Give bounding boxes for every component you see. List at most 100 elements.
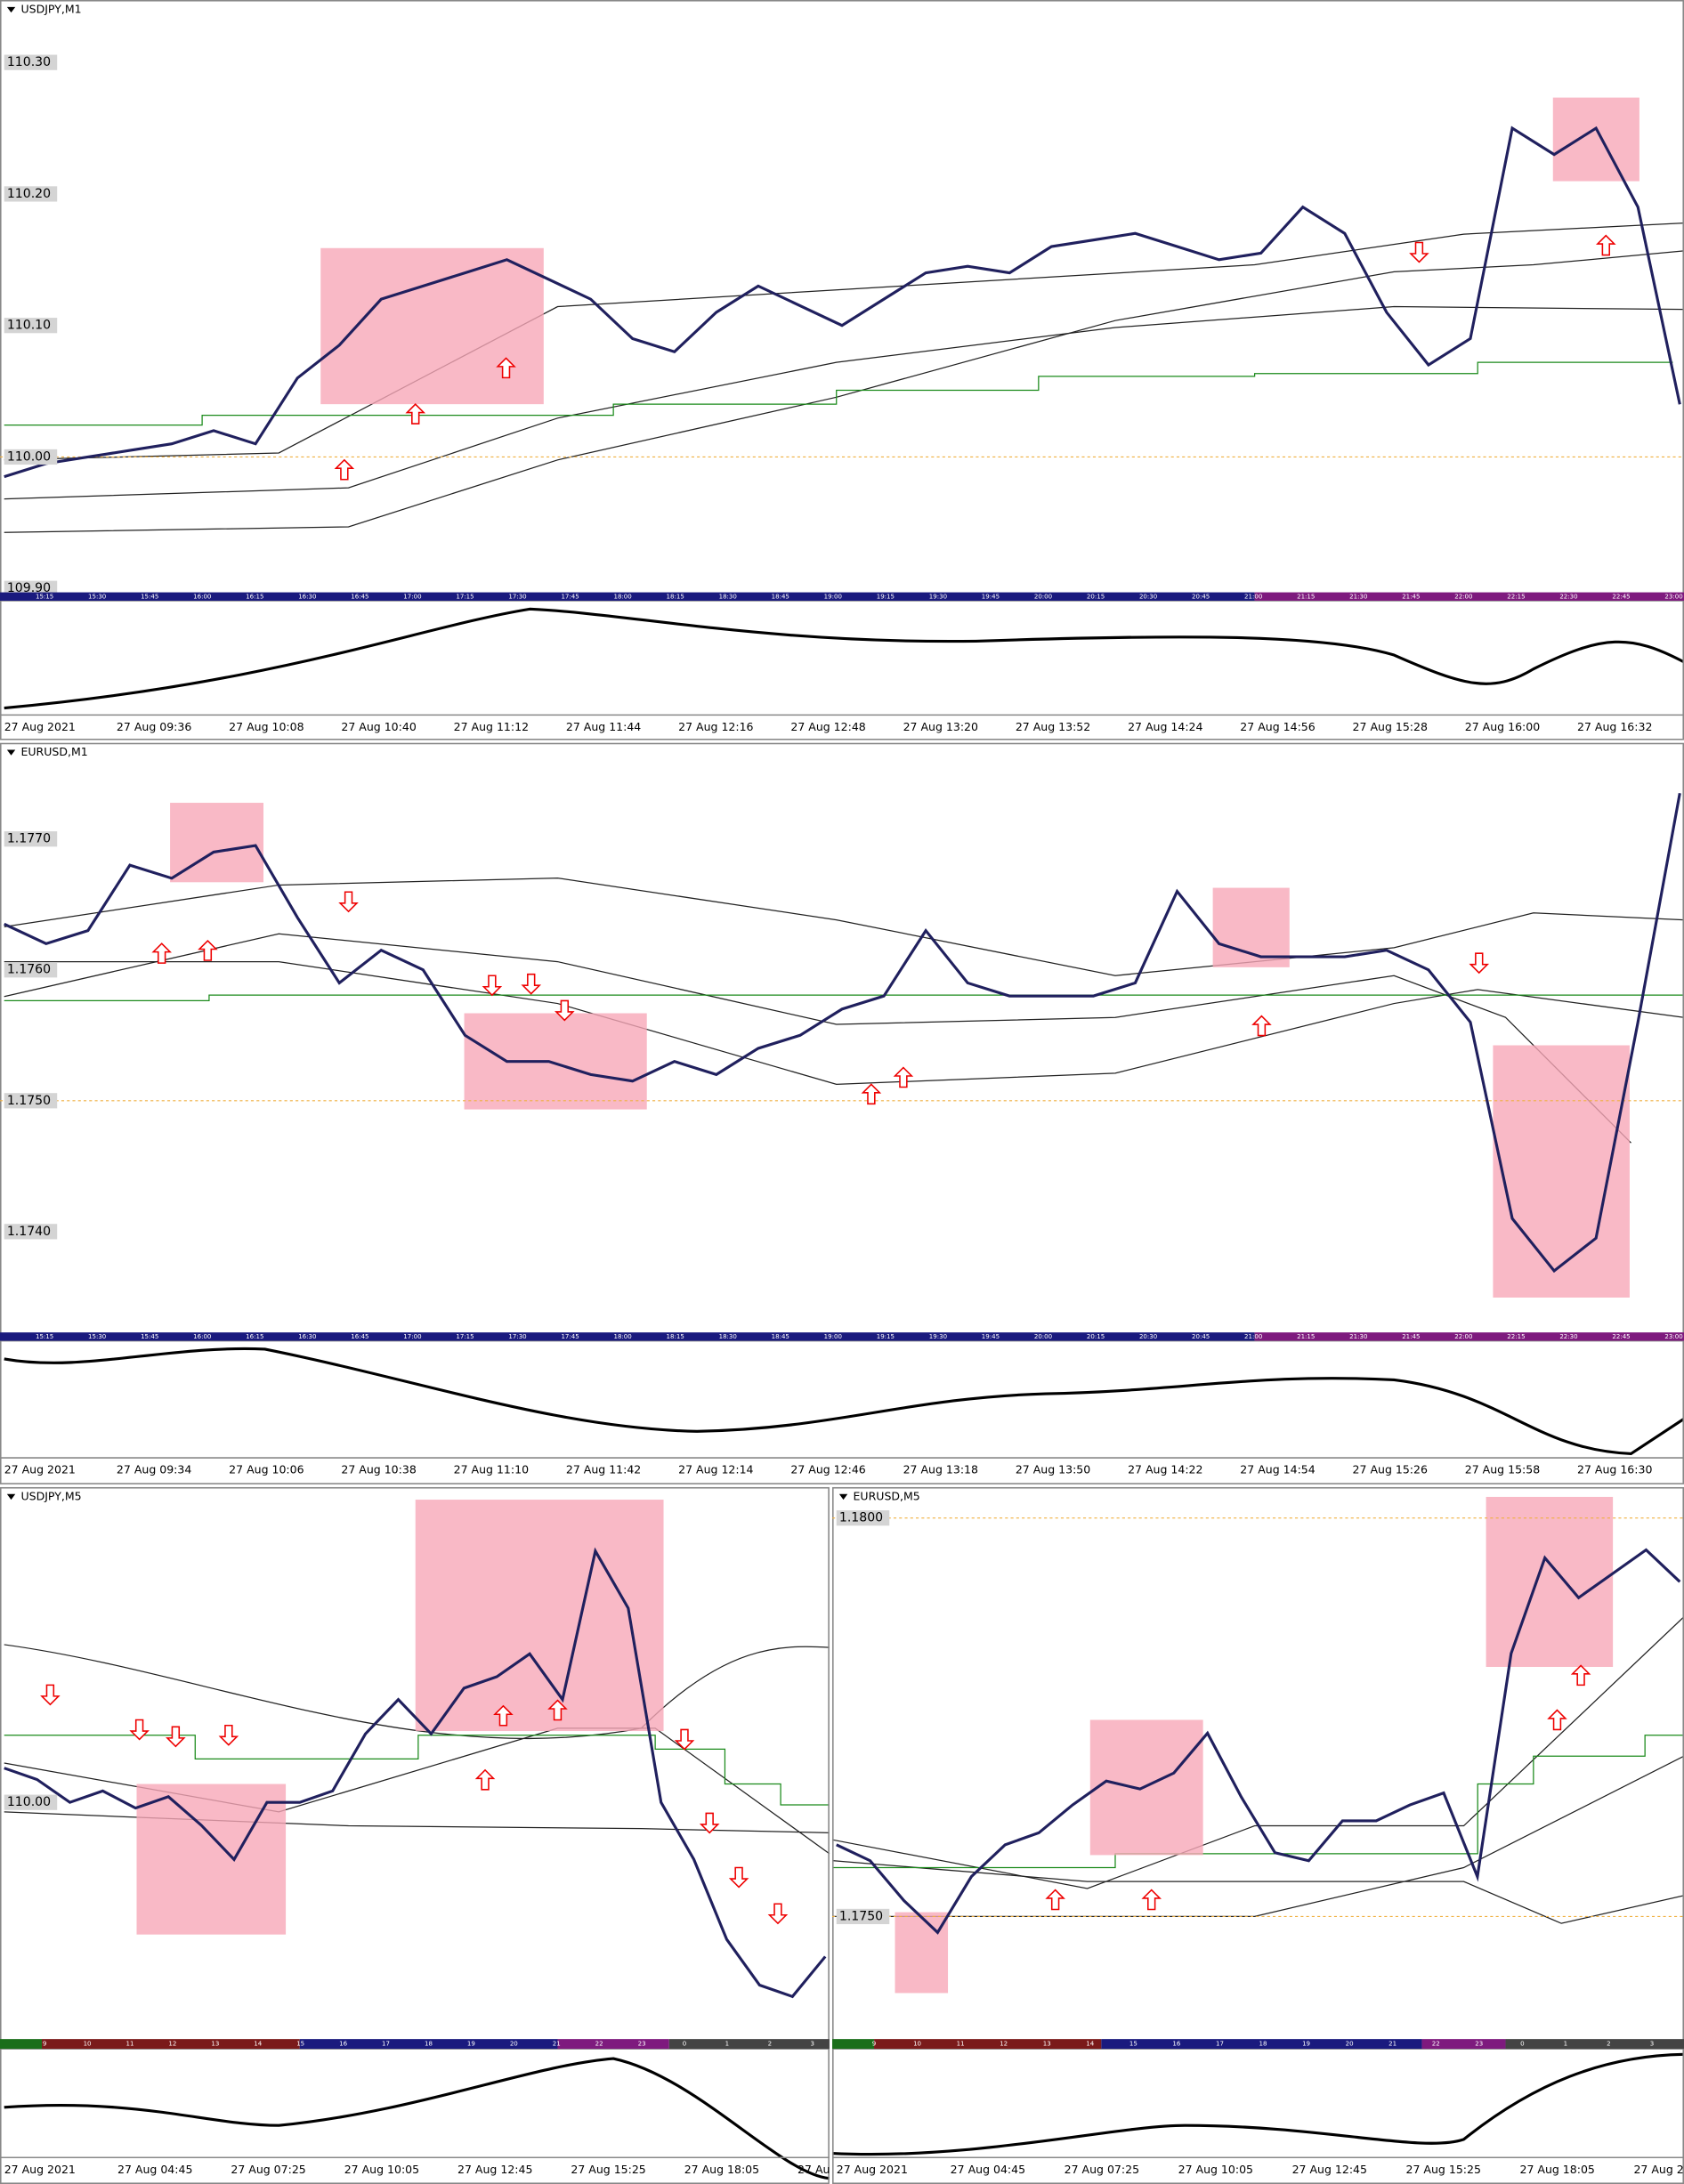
- time-strip-label: 21:00: [1244, 1332, 1262, 1340]
- date-label: 27 Aug 15:58: [1465, 1463, 1540, 1476]
- time-strip-label: 21:15: [1297, 1332, 1315, 1340]
- date-label: 27 Aug 04:45: [117, 2163, 192, 2176]
- panel-frame: [0, 742, 1684, 1484]
- time-strip: [1505, 2039, 1684, 2050]
- price-label: 1.1740: [7, 1225, 51, 1239]
- time-strip-label: 23: [638, 2040, 646, 2048]
- time-strip-label: 14: [254, 2040, 262, 2048]
- time-strip-label: 10: [84, 2040, 92, 2048]
- price-label-bg: [4, 449, 58, 465]
- indicator: [4, 1347, 1684, 1455]
- panel-title: USDJPY,M1: [20, 2, 81, 15]
- date-label: 27 Aug 10:06: [229, 1463, 304, 1476]
- arrow-up: [1045, 1889, 1065, 1911]
- price-label-bg: [4, 54, 58, 70]
- time-strip-label: 3: [1650, 2040, 1654, 2048]
- date-label: 27 Au: [797, 2163, 830, 2176]
- time-strip: [1101, 2039, 1422, 2050]
- time-strip-label: 18:00: [613, 1332, 631, 1340]
- time-strip-label: 19: [467, 2040, 475, 2048]
- arrow-down: [521, 973, 542, 995]
- time-strip-label: 0: [1520, 2040, 1524, 2048]
- date-label: 27 Aug 07:25: [231, 2163, 305, 2176]
- time-strip-label: 20:15: [1087, 592, 1105, 600]
- date-label: 27 Aug 2021: [837, 2163, 908, 2176]
- step-line: [832, 1735, 1684, 1869]
- date-label: 27 Aug 12:46: [790, 1463, 865, 1476]
- arrow-up: [405, 403, 426, 425]
- time-strip-label: 20:30: [1139, 592, 1157, 600]
- highlight-box: [1212, 887, 1290, 967]
- date-label: 27 Aug 14:22: [1128, 1463, 1202, 1476]
- ma: [4, 250, 1684, 533]
- time-strip-label: 17:45: [561, 592, 579, 600]
- time-strip-label: 0: [683, 2040, 686, 2048]
- time-strip-label: 20: [1346, 2040, 1354, 2048]
- date-label: 27 Aug 13:20: [903, 720, 978, 733]
- time-strip-label: 19:00: [824, 1332, 842, 1340]
- time-strip: [668, 2039, 830, 2050]
- time-strip-label: 1: [725, 2040, 729, 2048]
- date-label: 27 Aug 16:32: [1577, 720, 1652, 733]
- arrow-down: [728, 1866, 749, 1889]
- time-strip-label: 14: [1086, 2040, 1094, 2048]
- arrow-down: [555, 999, 575, 1022]
- panel-frame: [0, 1486, 830, 2184]
- time-strip-label: 17:45: [561, 1332, 579, 1340]
- highlight-box: [320, 247, 544, 405]
- time-strip-label: 2: [768, 2040, 772, 2048]
- highlight-box: [895, 1912, 949, 1994]
- time-strip-label: 17:15: [456, 1332, 474, 1340]
- time-strip-label: 16:30: [298, 592, 316, 600]
- time-strip-label: 19:15: [877, 1332, 895, 1340]
- arrow-down: [218, 1724, 239, 1746]
- arrow-up: [893, 1066, 914, 1088]
- arrow-down: [482, 975, 503, 997]
- time-strip-label: 21:45: [1402, 1332, 1420, 1340]
- arrow-down: [699, 1812, 720, 1834]
- time-strip-label: 12: [1000, 2040, 1008, 2048]
- ma: [4, 222, 1684, 461]
- time-strip-label: 18: [425, 2040, 433, 2048]
- indicator: [831, 2052, 1684, 2156]
- time-strip-label: 20:00: [1034, 592, 1052, 600]
- time-strip-label: 20:15: [1087, 1332, 1105, 1340]
- time-strip-label: 18:30: [719, 1332, 737, 1340]
- price-label-bg: [4, 1224, 58, 1240]
- title-triangle: [6, 1493, 16, 1500]
- time-strip-label: 19:30: [929, 1332, 947, 1340]
- time-strip-label: 16:45: [351, 592, 368, 600]
- date-label: 27 Aug 10:05: [344, 2163, 419, 2176]
- time-strip-label: 15:15: [36, 592, 53, 600]
- time-strip-label: 17: [1216, 2040, 1224, 2048]
- time-strip: [0, 592, 1255, 601]
- time-strip-label: 22:00: [1454, 592, 1472, 600]
- time-strip-label: 20:30: [1139, 1332, 1157, 1340]
- time-strip-label: 13: [211, 2040, 219, 2048]
- time-strip-label: 19:45: [982, 1332, 1000, 1340]
- time-strip-label: 10: [913, 2040, 921, 2048]
- price-label-bg: [836, 1510, 890, 1526]
- price-label: 110.10: [7, 319, 51, 333]
- price-label: 110.00: [7, 449, 51, 464]
- time-strip-label: 22:45: [1612, 592, 1630, 600]
- date-label: 27 Aug 12:14: [678, 1463, 753, 1476]
- time-strip-label: 18: [1259, 2040, 1267, 2048]
- date-label: 27 Aug 13:50: [1016, 1463, 1090, 1476]
- price-label: 1.1770: [7, 832, 51, 846]
- highlight-box: [1486, 1496, 1614, 1667]
- date-label: 27 Aug 09:36: [117, 720, 191, 733]
- time-strip-label: 22:30: [1559, 1332, 1577, 1340]
- time-strip: [0, 1332, 1255, 1341]
- time-strip: [874, 2039, 1102, 2050]
- time-strip-label: 21:15: [1297, 592, 1315, 600]
- highlight-box: [136, 1784, 287, 1935]
- time-strip-label: 17:30: [508, 1332, 526, 1340]
- time-strip: [299, 2039, 558, 2050]
- date-label: 27 Aug 2021: [4, 2163, 76, 2176]
- date-label: 27 Aug 15:25: [571, 2163, 645, 2176]
- time-strip-label: 22:15: [1507, 592, 1525, 600]
- time-strip-label: 16:00: [193, 1332, 211, 1340]
- time-strip-label: 13: [1043, 2040, 1051, 2048]
- date-label: 27 Aug 12:45: [1292, 2163, 1367, 2176]
